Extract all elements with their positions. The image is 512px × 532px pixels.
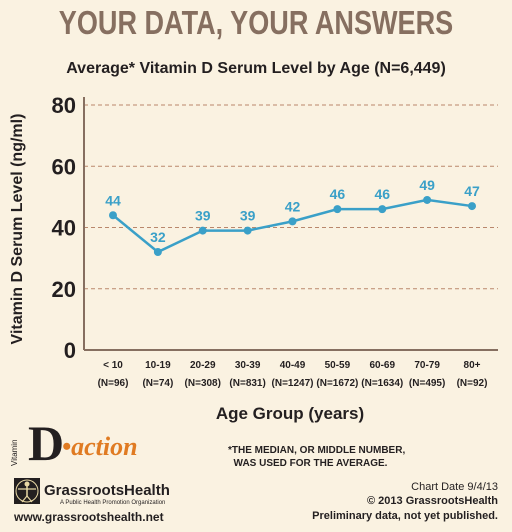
data-series — [109, 195, 476, 256]
org-url: www.grassrootshealth.net — [14, 510, 164, 524]
page-heading: YOUR DATA, YOUR ANSWERS — [58, 4, 454, 41]
y-tick-labels: 0 20 40 60 80 — [52, 93, 76, 363]
y-tick-label: 0 — [64, 338, 76, 363]
data-point — [378, 205, 387, 214]
grassroots-figure-icon — [14, 478, 40, 504]
data-point — [333, 205, 342, 214]
data-point — [198, 226, 207, 235]
x-tick-label: 10-19 — [145, 360, 171, 371]
data-label: 44 — [105, 192, 121, 208]
x-tick-count-label: (N=308) — [185, 378, 221, 389]
data-point — [468, 202, 476, 211]
copyright: © 2013 GrassrootsHealth — [367, 495, 498, 507]
data-point — [109, 211, 117, 220]
y-axis-label: Vitamin D Serum Level (ng/ml) — [9, 114, 26, 345]
data-point — [243, 226, 252, 235]
x-tick-count-label: (N=1247) — [272, 378, 314, 389]
vitamin-d-action-logo: •action — [62, 432, 138, 461]
x-tick-label: 40-49 — [280, 360, 306, 371]
y-tick-label: 40 — [52, 216, 76, 241]
x-tick-count-label: (N=1672) — [316, 378, 358, 389]
y-tick-label: 80 — [52, 93, 76, 118]
x-tick-label: 30-39 — [235, 360, 261, 371]
data-label: 42 — [285, 198, 301, 214]
data-label: 39 — [195, 208, 211, 224]
x-tick-count-label: (N=96) — [98, 378, 129, 389]
data-label: 46 — [374, 186, 390, 202]
data-label: 39 — [240, 208, 256, 224]
preliminary-note: Preliminary data, not yet published. — [312, 510, 498, 522]
data-point — [423, 195, 432, 204]
data-labels: 44 32 39 39 42 46 46 49 47 — [105, 177, 480, 245]
x-tick-count-label: (N=1634) — [361, 378, 403, 389]
org-logo-name: GrassrootsHealth — [44, 482, 170, 499]
x-tick-label: 20-29 — [190, 360, 216, 371]
x-tick-count-label: (N=495) — [409, 378, 445, 389]
data-label: 47 — [464, 183, 480, 199]
x-tick-label: 70-79 — [414, 360, 440, 371]
x-tick-label: 80+ — [464, 360, 481, 371]
x-tick-count-label: (N=831) — [229, 378, 265, 389]
chart-title: Average* Vitamin D Serum Level by Age (N… — [66, 60, 446, 77]
line-chart: 0 20 40 60 80 < 10 (N=96) 10-19 (N=74) 20-29 (N=3… — [9, 93, 498, 389]
axes — [83, 97, 498, 351]
x-tick-labels: < 10 (N=96) 10-19 (N=74) 20-29 (N=308) 30-39 (N… — [98, 360, 488, 389]
x-tick-count-label: (N=92) — [457, 378, 488, 389]
footnote: *THE MEDIAN, OR MIDDLE NUMBER, WAS USED … — [228, 445, 406, 469]
org-logo-tagline: A Public Health Promotion Organization — [60, 500, 166, 506]
vitamin-logo-small-text: Vitamin — [10, 439, 19, 466]
data-point — [288, 217, 297, 226]
y-tick-label: 60 — [52, 154, 76, 179]
data-label: 46 — [330, 186, 346, 202]
vitamin-d-logo-letter: D — [28, 415, 65, 471]
y-tick-label: 20 — [52, 277, 76, 302]
x-tick-count-label: (N=74) — [142, 378, 173, 389]
x-tick-label: < 10 — [103, 360, 123, 371]
data-label: 32 — [150, 229, 166, 245]
x-axis-label: Age Group (years) — [215, 404, 365, 423]
data-point — [153, 248, 162, 256]
x-tick-label: 60-69 — [369, 360, 395, 371]
grid-lines — [84, 104, 498, 290]
x-tick-label: 50-59 — [325, 360, 351, 371]
data-label: 49 — [419, 177, 435, 193]
chart-date: Chart Date 9/4/13 — [411, 481, 498, 493]
